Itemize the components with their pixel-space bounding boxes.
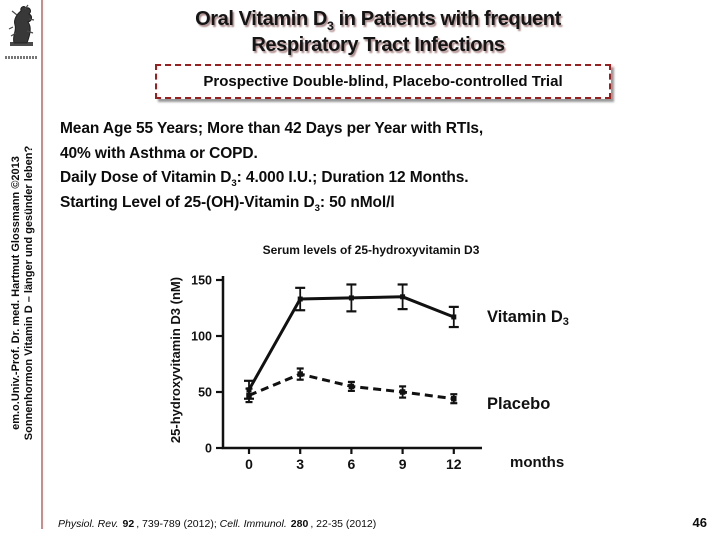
study-detail-line-2: 40% with Asthma or COPD. [60, 144, 258, 162]
legend-vitamin-d3: Vitamin D3 [487, 308, 569, 328]
publisher-logo [5, 3, 38, 59]
chart-axes [221, 276, 482, 450]
sidebar-divider [41, 0, 43, 529]
x-axis-label: months [510, 454, 564, 471]
chart-title: Serum levels of 25-hydroxyvitamin D3 [263, 243, 480, 257]
sidebar-credit: em.o.Univ.-Prof. Dr. med. Hartmut Glossm… [10, 123, 36, 463]
citation-rest-1: , 739-789 (2012); [136, 518, 220, 530]
slide-title-line-2: Respiratory Tract Infections [251, 34, 505, 56]
y-axis-label: 25-hydroxyvitamin D3 (nM) [168, 277, 183, 443]
y-tick-label: 0 [205, 442, 212, 456]
x-tick-label: 9 [399, 456, 407, 472]
dose-text: Daily Dose of Vitamin D [60, 169, 232, 186]
dose-text-cont: : 4.000 I.U.; Duration 12 Months. [236, 169, 469, 186]
slide-title: Oral Vitamin D3 in Patients with frequen… [42, 6, 714, 58]
x-tick-label: 0 [245, 456, 253, 472]
logo-engraving-icon [8, 4, 35, 46]
citation: Physiol. Rev. 92, 739-789 (2012); Cell. I… [58, 518, 376, 530]
y-tick-label: 150 [191, 274, 212, 288]
x-tick-label: 12 [446, 456, 462, 472]
study-detail-line-3: Daily Dose of Vitamin D3: 4.000 I.U.; Du… [60, 166, 483, 191]
page-number: 46 [692, 515, 707, 530]
trial-type-label: Prospective Double-blind, Placebo-contro… [203, 73, 563, 90]
citation-journal-1: Physiol. Rev. [58, 518, 119, 530]
trial-type-box: Prospective Double-blind, Placebo-contro… [155, 64, 611, 99]
x-tick-label: 6 [348, 456, 356, 472]
citation-volume-1: 92 [122, 518, 135, 530]
x-tick-label: 3 [296, 456, 304, 472]
title-subscript: 3 [326, 19, 334, 33]
title-text-cont: in Patients with frequent [333, 8, 562, 30]
citation-rest-2: , 22-35 (2012) [310, 518, 377, 530]
dose-subscript: 3 [231, 178, 237, 190]
credit-line-2: Sonnenhormon Vitamin D – länger und gesü… [23, 145, 35, 441]
y-tick-label: 50 [198, 386, 212, 400]
slide-title-line-1: Oral Vitamin D3 in Patients with frequen… [42, 6, 714, 32]
legend-placebo: Placebo [487, 395, 550, 413]
level-subscript: 3 [314, 202, 320, 214]
study-detail-line-1: Mean Age 55 Years; More than 42 Days per… [60, 120, 484, 137]
credit-line-1: em.o.Univ.-Prof. Dr. med. Hartmut Glossm… [10, 156, 22, 430]
citation-volume-2: 280 [290, 518, 309, 530]
logo-caption [5, 56, 38, 59]
serum-levels-chart: 0 50 100 150 0 3 6 9 12 Serum levels of 25-hydrox… [165, 238, 585, 478]
y-tick-label: 100 [191, 330, 212, 344]
level-text-cont: : 50 nMol/l [319, 193, 395, 211]
level-text: Starting Level of 25-(OH)-Vitamin D [60, 193, 315, 211]
title-text: Oral Vitamin D [195, 8, 327, 30]
chart-canvas: 0 50 100 150 0 3 6 9 12 Serum levels of 25-hydrox… [168, 243, 569, 472]
study-detail-line-4: Starting Level of 25-(OH)-Vitamin D3: 50… [60, 191, 483, 216]
citation-journal-2: Cell. Immunol. [219, 518, 287, 530]
study-details: Mean Age 55 Years; More than 42 Days per… [60, 117, 483, 215]
